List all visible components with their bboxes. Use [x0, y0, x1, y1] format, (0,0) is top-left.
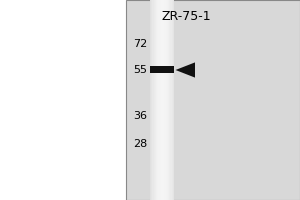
Bar — [151, 0, 152, 200]
Bar — [166, 0, 167, 200]
Bar — [164, 0, 166, 200]
Text: 72: 72 — [133, 39, 147, 49]
Bar — [173, 0, 174, 200]
Text: 55: 55 — [133, 65, 147, 75]
Polygon shape — [176, 62, 195, 78]
Bar — [157, 0, 158, 200]
Bar — [126, 0, 300, 200]
Bar — [155, 0, 156, 200]
Bar — [162, 0, 163, 200]
Bar — [158, 0, 160, 200]
Bar — [163, 0, 164, 200]
Bar — [156, 0, 157, 200]
Bar — [150, 66, 174, 73]
Bar — [170, 0, 172, 200]
Bar — [161, 0, 162, 200]
Text: ZR-75-1: ZR-75-1 — [161, 10, 211, 23]
Bar — [169, 0, 170, 200]
Text: 28: 28 — [133, 139, 147, 149]
Bar — [167, 0, 168, 200]
Bar — [152, 0, 154, 200]
Text: 36: 36 — [133, 111, 147, 121]
Bar — [150, 0, 151, 200]
Bar — [172, 0, 173, 200]
Bar — [160, 0, 161, 200]
Bar — [154, 0, 155, 200]
Bar — [168, 0, 169, 200]
